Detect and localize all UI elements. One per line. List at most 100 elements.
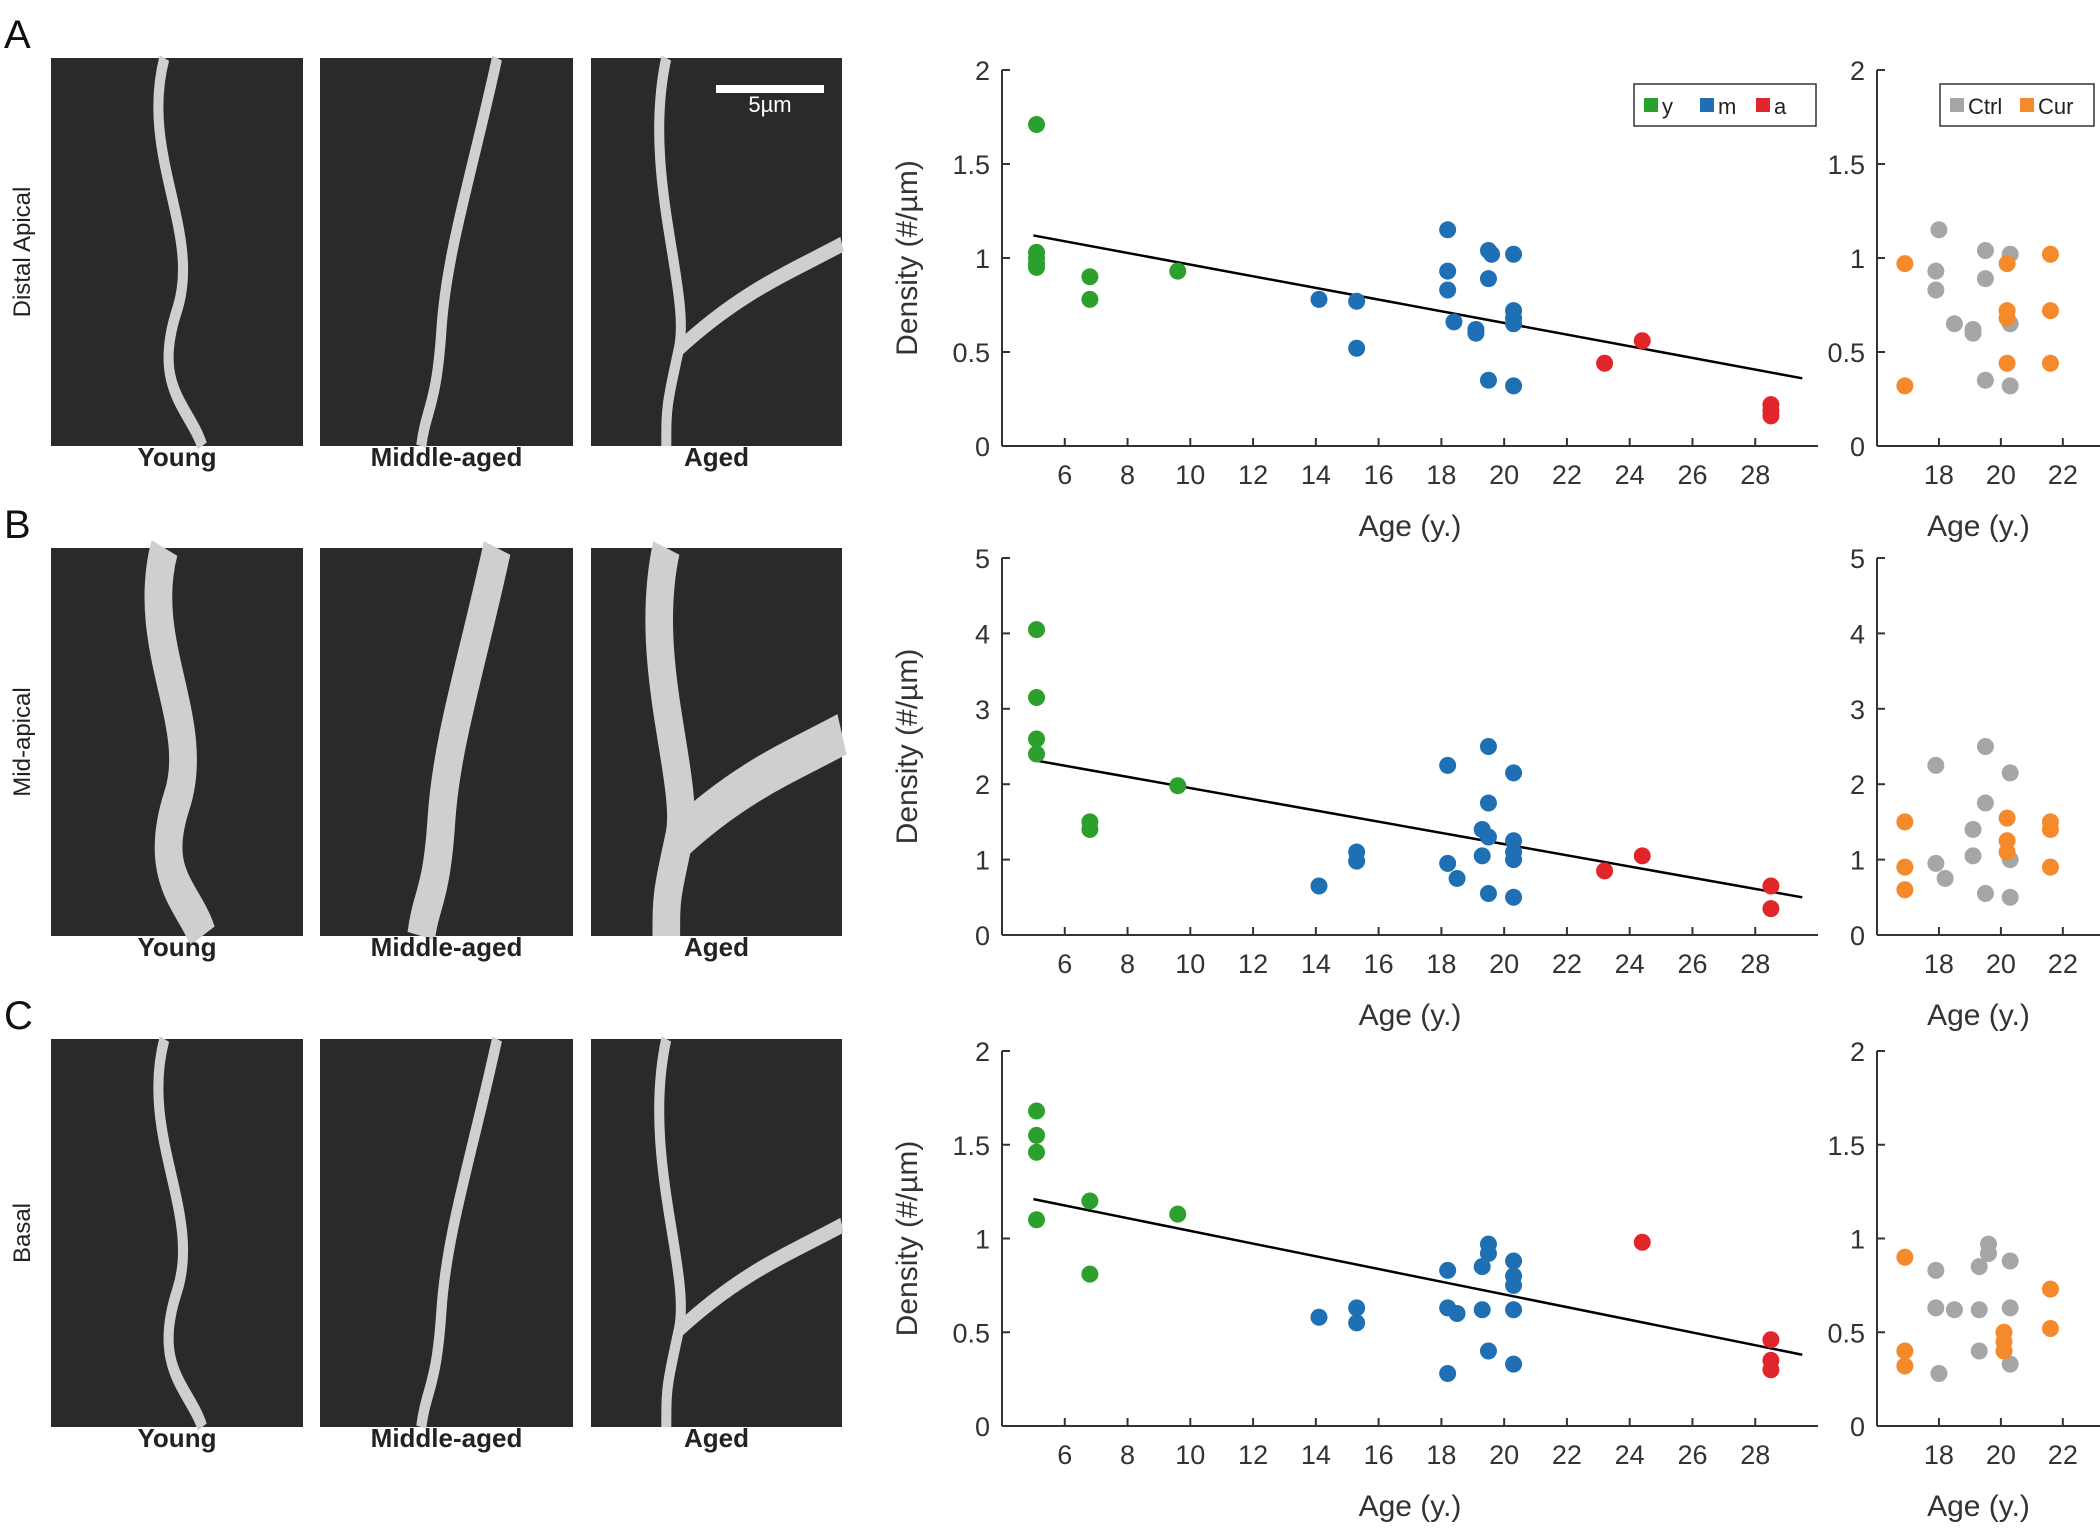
data-point [1439, 262, 1457, 280]
data-point [1927, 1299, 1945, 1317]
x-axis-label: Age (y.) [1359, 999, 1462, 1032]
y-tick-label: 2 [975, 770, 990, 800]
x-tick-label: 20 [1986, 460, 2016, 490]
legend-label: a [1774, 94, 1787, 119]
y-tick-label: 1.5 [952, 150, 990, 180]
fit-line [1033, 758, 1803, 899]
x-axis-label: Age (y.) [1927, 1490, 2030, 1523]
data-point [1028, 745, 1046, 763]
data-point [1896, 858, 1914, 876]
y-axis-label: Density (#/µm) [891, 160, 924, 356]
data-point [1505, 315, 1523, 333]
dendrite-shaft [416, 1036, 502, 1429]
y-tick-label: 0 [975, 1412, 990, 1442]
data-point [1348, 1314, 1366, 1332]
data-point [1028, 730, 1046, 748]
legend-label: m [1718, 94, 1736, 119]
dendrite-shaft [654, 55, 844, 447]
image-label: Aged [684, 932, 749, 962]
data-point [1473, 847, 1491, 865]
data-point [1028, 688, 1046, 706]
data-point [1473, 1258, 1491, 1276]
data-point [1348, 292, 1366, 310]
data-point [1081, 290, 1099, 308]
y-tick-label: 0 [975, 921, 990, 951]
data-point [1081, 1192, 1099, 1210]
y-tick-label: 1 [975, 1225, 990, 1255]
scale-bar-label: 5µm [748, 92, 791, 117]
data-point [2001, 764, 2019, 782]
data-point [1169, 777, 1187, 795]
data-point [2041, 245, 2059, 263]
data-point [1998, 843, 2016, 861]
y-tick-label: 0 [1850, 921, 1865, 951]
data-point [1439, 756, 1457, 774]
dendrite [645, 541, 847, 937]
data-point [1596, 862, 1614, 880]
x-tick-label: 12 [1238, 949, 1268, 979]
x-tick-label: 14 [1301, 460, 1331, 490]
dendrite-shaft [645, 541, 847, 937]
data-point [2041, 302, 2059, 320]
y-tick-label: 0.5 [952, 1318, 990, 1348]
dendrite [144, 540, 215, 947]
data-point [1927, 756, 1945, 774]
data-point [1995, 1342, 2013, 1360]
y-tick-label: 2 [975, 1037, 990, 1067]
x-tick-label: 8 [1120, 949, 1135, 979]
data-point [1976, 270, 1994, 288]
x-tick-label: 24 [1615, 949, 1645, 979]
data-point [1970, 1342, 1988, 1360]
dendrite-shaft [153, 55, 207, 450]
image-label: Middle-aged [371, 932, 523, 962]
x-tick-label: 6 [1057, 460, 1072, 490]
data-point [1945, 315, 1963, 333]
data-point [1028, 621, 1046, 639]
legend-label: y [1662, 94, 1673, 119]
data-point [1479, 371, 1497, 389]
y-tick-label: 2 [1850, 1037, 1865, 1067]
x-tick-label: 14 [1301, 1440, 1331, 1470]
data-point [1998, 255, 2016, 273]
y-tick-label: 0 [1850, 1412, 1865, 1442]
panel-letter: B [4, 503, 31, 547]
data-point [1081, 268, 1099, 286]
data-point [1479, 828, 1497, 846]
data-point [1081, 1265, 1099, 1283]
image-label: Young [138, 1423, 217, 1453]
data-point [1964, 847, 1982, 865]
y-tick-label: 2 [975, 56, 990, 86]
x-tick-label: 18 [1426, 1440, 1456, 1470]
data-point [1505, 1276, 1523, 1294]
y-tick-label: 0.5 [1827, 338, 1865, 368]
data-point [1762, 1331, 1780, 1349]
data-point [1896, 255, 1914, 273]
data-point [1976, 794, 1994, 812]
x-tick-label: 22 [2048, 949, 2078, 979]
data-point [1505, 764, 1523, 782]
data-point [1980, 1245, 1997, 1262]
data-point [1310, 290, 1328, 308]
data-point [1505, 1355, 1523, 1373]
legend-swatch [1644, 98, 1658, 112]
y-tick-label: 5 [1850, 544, 1865, 574]
data-point [1976, 738, 1994, 755]
data-point [1976, 241, 1994, 259]
x-tick-label: 16 [1364, 460, 1394, 490]
data-point [1439, 1365, 1457, 1382]
data-point [2001, 1252, 2019, 1270]
y-tick-label: 1 [1850, 846, 1865, 876]
x-tick-label: 18 [1924, 1440, 1954, 1470]
y-tick-label: 1 [975, 244, 990, 274]
data-point [1964, 324, 1982, 342]
data-point [1976, 885, 1994, 903]
dendrite [416, 55, 502, 448]
data-point [1998, 809, 2016, 827]
y-tick-label: 5 [975, 544, 990, 574]
data-point [1483, 245, 1501, 263]
x-tick-label: 14 [1301, 949, 1331, 979]
legend-label: Cur [2038, 94, 2073, 119]
data-point [1896, 1357, 1914, 1375]
data-point [1927, 854, 1945, 872]
